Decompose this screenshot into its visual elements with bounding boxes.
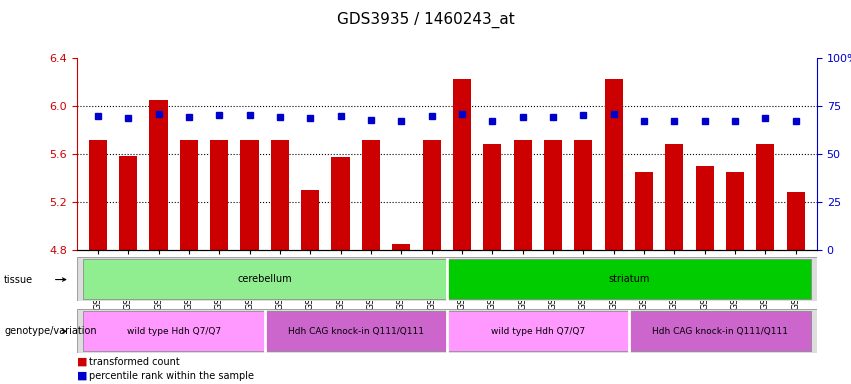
Bar [210,141,228,250]
Text: striatum: striatum [608,274,649,285]
Text: cerebellum: cerebellum [237,274,292,285]
Bar [271,141,289,250]
Bar [513,141,532,250]
Bar [89,141,107,250]
Bar [422,141,441,250]
Text: ■: ■ [77,357,87,367]
Bar [83,311,265,351]
Bar [665,144,683,250]
Bar [332,157,350,250]
Bar [786,192,805,250]
Bar [150,99,168,250]
Text: wild type Hdh Q7/Q7: wild type Hdh Q7/Q7 [127,327,220,336]
Text: Hdh CAG knock-in Q111/Q111: Hdh CAG knock-in Q111/Q111 [652,327,788,336]
Bar [453,79,471,250]
Bar [83,260,447,299]
Bar [629,311,811,351]
Bar [726,172,744,250]
Text: percentile rank within the sample: percentile rank within the sample [89,371,254,381]
Bar [604,79,623,250]
Bar [635,172,653,250]
Text: genotype/variation: genotype/variation [4,326,97,336]
Text: GDS3935 / 1460243_at: GDS3935 / 1460243_at [337,12,514,28]
Bar [392,243,410,250]
Bar [757,144,774,250]
Text: transformed count: transformed count [89,357,180,367]
Bar [695,166,714,250]
Bar [483,144,501,250]
Bar [447,311,629,351]
Bar [301,190,319,250]
Bar [447,260,811,299]
Bar [574,141,592,250]
Bar [362,141,380,250]
Text: tissue: tissue [4,275,33,285]
Bar [265,311,447,351]
Bar [180,141,198,250]
Text: Hdh CAG knock-in Q111/Q111: Hdh CAG knock-in Q111/Q111 [288,327,424,336]
Bar [544,141,562,250]
Bar [119,156,137,250]
Text: ■: ■ [77,371,87,381]
Text: wild type Hdh Q7/Q7: wild type Hdh Q7/Q7 [491,327,585,336]
Bar [241,141,259,250]
